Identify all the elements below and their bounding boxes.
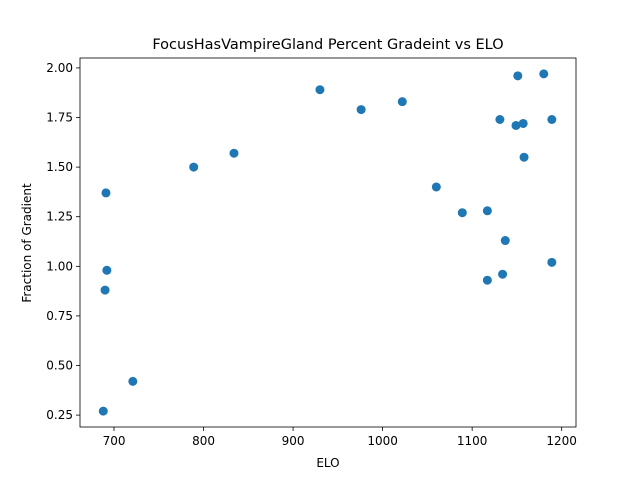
plot-area [98,69,557,416]
x-tick-label: 700 [103,434,126,448]
y-tick-label: 0.50 [46,359,73,373]
data-point [128,376,138,386]
y-tick-label: 1.25 [46,210,73,224]
data-point [500,236,510,246]
data-point [539,69,549,79]
data-point [102,265,112,275]
data-point [482,206,492,216]
data-point [101,188,111,198]
plot-frame [79,57,577,428]
x-tick-label: 900 [282,434,305,448]
x-tick-label: 800 [192,434,215,448]
x-tick-label: 1200 [546,434,577,448]
data-point [547,257,557,267]
y-tick-label: 0.25 [46,408,73,422]
data-point [511,120,521,130]
data-point [356,105,366,115]
data-point [482,275,492,285]
data-point [519,152,529,162]
y-tick-label: 1.00 [46,259,73,273]
y-tick-label: 1.75 [46,111,73,125]
data-point [315,85,325,95]
data-point [457,208,467,218]
data-point [397,97,407,107]
chart-title: FocusHasVampireGland Percent Gradeint vs… [152,37,503,53]
x-tick-label: 1000 [367,434,398,448]
data-point [513,71,523,81]
x-axis: 700 800 900 1000 1100 1200 [103,427,577,448]
x-axis-label: ELO [316,456,339,470]
y-axis: 0.25 0.50 0.75 1.00 1.25 1.50 1.75 2.00 [46,61,80,422]
data-point [189,162,199,172]
x-tick-label: 1100 [457,434,488,448]
y-axis-label: Fraction of Gradient [20,183,34,303]
data-point [518,118,528,128]
y-tick-label: 2.00 [46,61,73,75]
y-tick-label: 1.50 [46,160,73,174]
data-point [495,115,505,124]
data-point [98,406,108,416]
data-point [498,269,508,279]
y-tick-label: 0.75 [46,309,73,323]
data-point [100,285,110,295]
data-point [547,115,557,124]
data-point [229,148,239,158]
data-point [431,182,441,192]
